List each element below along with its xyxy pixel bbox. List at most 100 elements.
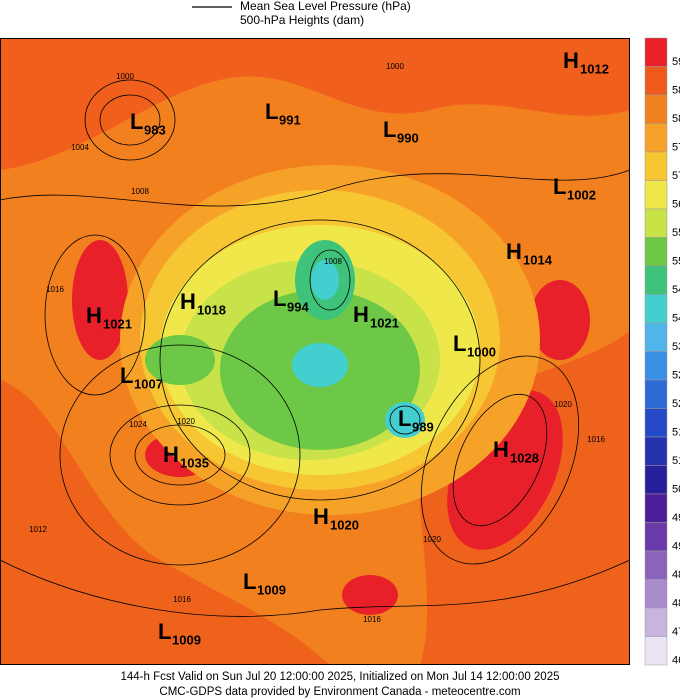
pressure-center-value: 1009 — [172, 632, 201, 647]
pressure-center-letter: L — [553, 174, 566, 199]
pressure-center-value: 991 — [279, 112, 301, 127]
contour-label: 1020 — [177, 417, 195, 426]
contour-label: 1016 — [587, 435, 605, 444]
pressure-center-value: 1021 — [370, 315, 399, 330]
colorbar-bin — [644, 66, 668, 96]
pressure-center-letter: H — [86, 303, 102, 328]
pressure-center-letter: L — [265, 99, 278, 124]
pressure-center-letter: H — [313, 504, 329, 529]
colorbar-bin — [644, 522, 668, 552]
footer-text: 144-h Fcst Valid on Sun Jul 20 12:00:00 … — [120, 671, 559, 683]
contour-label: 1000 — [386, 62, 404, 71]
pressure-center-value: 1000 — [467, 344, 496, 359]
map-field — [530, 280, 590, 360]
pressure-center-letter: H — [506, 239, 522, 264]
pressure-center-letter: L — [383, 117, 396, 142]
colorbar-bin — [644, 579, 668, 609]
contour-label: 1008 — [131, 187, 149, 196]
colorbar-bin — [644, 94, 668, 124]
map-field — [145, 335, 215, 385]
colorbar-label: 474 — [672, 626, 680, 638]
colorbar-bin — [644, 123, 668, 153]
legend-text: Mean Sea Level Pressure (hPa) — [240, 0, 411, 13]
map — [0, 38, 631, 665]
pressure-center-value: 1009 — [257, 582, 286, 597]
map-field — [72, 240, 128, 360]
pressure-center-value: 1021 — [103, 316, 132, 331]
contour-label: 1008 — [324, 257, 342, 266]
contour-label: 1016 — [363, 615, 381, 624]
contour-label: 1020 — [554, 400, 572, 409]
colorbar-bin — [644, 151, 668, 181]
pressure-center-letter: L — [158, 619, 171, 644]
pressure-center-letter: H — [493, 437, 509, 462]
pressure-center-value: 989 — [412, 419, 434, 434]
pressure-center-letter: H — [353, 302, 369, 327]
colorbar-label: 546 — [672, 284, 680, 296]
pressure-center-value: 1002 — [567, 187, 596, 202]
colorbar-label: 516 — [672, 427, 680, 439]
pressure-center-value: 1007 — [134, 376, 163, 391]
colorbar-label: 582 — [672, 113, 680, 125]
colorbar-label: 480 — [672, 598, 680, 610]
colorbar-label: 498 — [672, 512, 680, 524]
map-field — [385, 402, 425, 438]
colorbar-bin — [644, 465, 668, 495]
pressure-center-letter: L — [130, 109, 143, 134]
legend-text: 500-hPa Heights (dam) — [240, 13, 364, 27]
pressure-center-value: 1028 — [510, 450, 539, 465]
pressure-center-letter: H — [180, 289, 196, 314]
pressure-center-value: 994 — [287, 299, 309, 314]
map-field — [292, 343, 348, 387]
colorbar-label: 594 — [672, 56, 680, 68]
colorbar-label: 504 — [672, 484, 680, 496]
pressure-center-letter: L — [273, 286, 286, 311]
colorbar-bin — [644, 180, 668, 210]
contour-label: 1016 — [46, 285, 64, 294]
colorbar-label: 534 — [672, 341, 680, 353]
colorbar-label: 528 — [672, 370, 680, 382]
colorbar-label: 468 — [672, 655, 680, 667]
colorbar-bin — [644, 493, 668, 523]
colorbar-bin — [644, 322, 668, 352]
colorbar-bin — [644, 607, 668, 637]
colorbar-label: 522 — [672, 398, 680, 410]
colorbar-label: 564 — [672, 199, 680, 211]
colorbar-bin — [644, 208, 668, 238]
colorbar-bin — [644, 294, 668, 324]
map-field — [0, 38, 630, 170]
contour-label: 1016 — [173, 595, 191, 604]
map-field — [342, 575, 398, 615]
colorbar-bin — [644, 636, 668, 666]
pressure-center-letter: L — [120, 363, 133, 388]
pressure-center-value: 1014 — [523, 252, 553, 267]
colorbar-label: 540 — [672, 313, 680, 325]
colorbar-label: 510 — [672, 455, 680, 467]
colorbar-label: 486 — [672, 569, 680, 581]
pressure-center-letter: H — [563, 48, 579, 73]
pressure-center-letter: L — [453, 331, 466, 356]
colorbar-bin — [644, 550, 668, 580]
colorbar-bin — [644, 265, 668, 295]
pressure-center-letter: H — [163, 442, 179, 467]
contour-label: 1004 — [71, 143, 89, 152]
pressure-center-value: 1018 — [197, 302, 226, 317]
pressure-center-value: 983 — [144, 122, 166, 137]
map-field — [311, 260, 339, 300]
colorbar-label: 492 — [672, 541, 680, 553]
footer-text: CMC-GDPS data provided by Environment Ca… — [159, 686, 520, 698]
contour-label: 1024 — [129, 420, 147, 429]
pressure-center-value: 1020 — [330, 517, 359, 532]
colorbar-label: 570 — [672, 170, 680, 182]
colorbar-label: 588 — [672, 85, 680, 97]
colorbar-bin — [644, 379, 668, 409]
colorbar-label: 576 — [672, 142, 680, 154]
pressure-center-letter: L — [398, 406, 411, 431]
map-frame — [0, 38, 630, 665]
colorbar-label: 558 — [672, 227, 680, 239]
pressure-center-letter: L — [243, 569, 256, 594]
contours — [0, 79, 631, 617]
colorbar-bin — [644, 408, 668, 438]
colorbar-label: 552 — [672, 256, 680, 268]
